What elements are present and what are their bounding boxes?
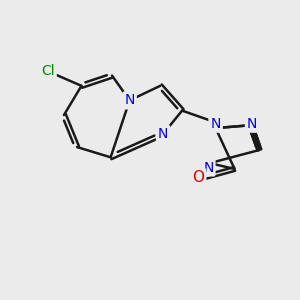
Text: N: N [247,117,257,131]
Text: Cl: Cl [41,64,55,78]
Text: N: N [203,160,214,175]
Text: N: N [158,127,168,141]
Text: O: O [192,170,204,185]
Text: N: N [124,93,135,107]
Text: N: N [210,117,221,131]
